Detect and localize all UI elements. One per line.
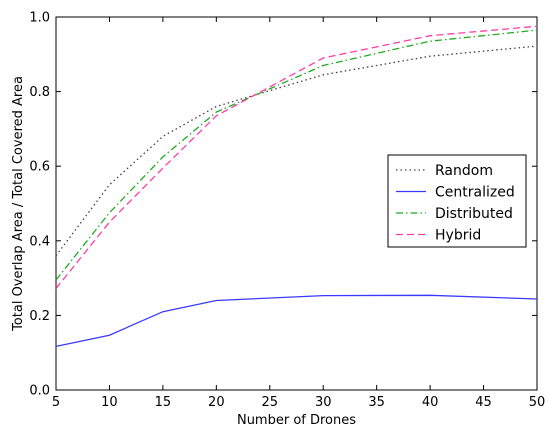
- y-axis-label: Total Overlap Area / Total Covered Area: [11, 76, 26, 332]
- x-tick-label: 5: [52, 395, 60, 410]
- legend-label: Hybrid: [435, 228, 481, 244]
- y-tick-label: 0.2: [29, 309, 50, 324]
- legend-label: Distributed: [435, 206, 513, 222]
- legend: Random Centralized Distributed Hybrid: [387, 154, 527, 248]
- x-tick-label: 50: [529, 395, 546, 410]
- x-tick-label: 25: [262, 395, 279, 410]
- y-tick-label: 0.6: [29, 160, 50, 175]
- legend-label: Centralized: [435, 185, 515, 201]
- y-tick-label: 0.4: [29, 234, 50, 249]
- y-tick-label: 1.0: [29, 11, 50, 26]
- series-line-hybrid: [55, 25, 538, 289]
- x-axis-label: Number of Drones: [237, 413, 356, 428]
- x-tick-label: 40: [422, 395, 439, 410]
- series-lines: [55, 25, 538, 348]
- plot-area: [55, 16, 538, 391]
- y-tick-label: 0.0: [29, 384, 50, 399]
- x-tick-label: 15: [155, 395, 172, 410]
- x-tick-label: 10: [101, 395, 118, 410]
- x-tick-label: 35: [368, 395, 385, 410]
- axis-ticks: 5 10 15 20 25 30 35 40 45 50 0.0 0.2 0.4 0.6 0.8 1.0: [29, 11, 545, 411]
- series-line-distributed: [55, 29, 538, 281]
- series-line-random: [55, 45, 538, 257]
- x-tick-label: 20: [208, 395, 225, 410]
- y-tick-label: 0.8: [29, 85, 50, 100]
- series-line-centralized: [55, 294, 538, 348]
- x-tick-label: 30: [315, 395, 332, 410]
- legend-label: Random: [435, 163, 493, 179]
- x-tick-label: 45: [475, 395, 492, 410]
